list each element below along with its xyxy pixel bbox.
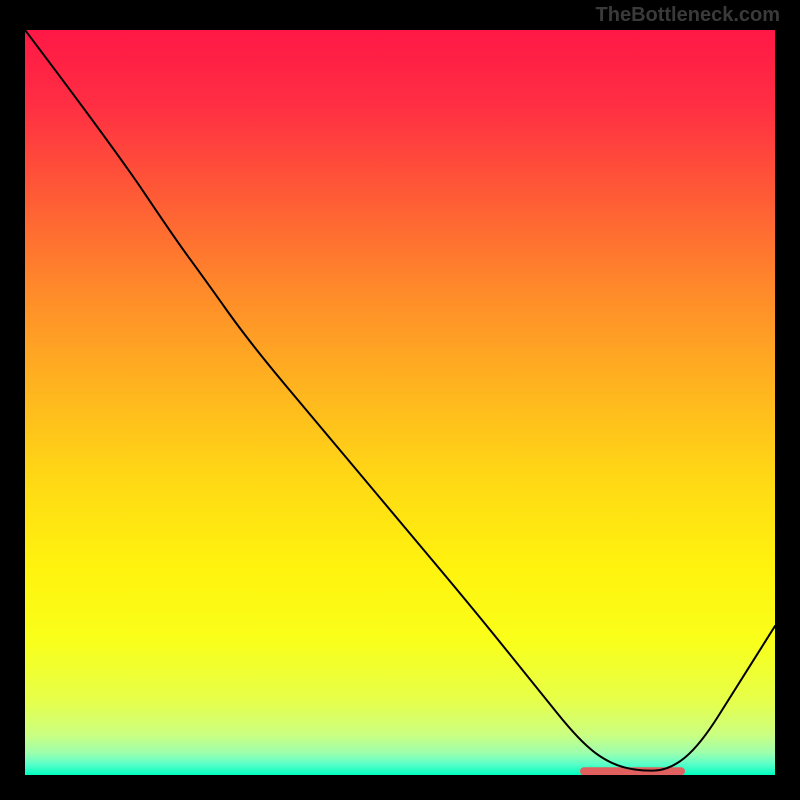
watermark-text: TheBottleneck.com xyxy=(596,4,780,27)
chart-container: TheBottleneck.com xyxy=(0,0,800,800)
chart-svg xyxy=(25,30,775,775)
gradient-background xyxy=(25,30,775,775)
plot-area xyxy=(25,30,775,775)
